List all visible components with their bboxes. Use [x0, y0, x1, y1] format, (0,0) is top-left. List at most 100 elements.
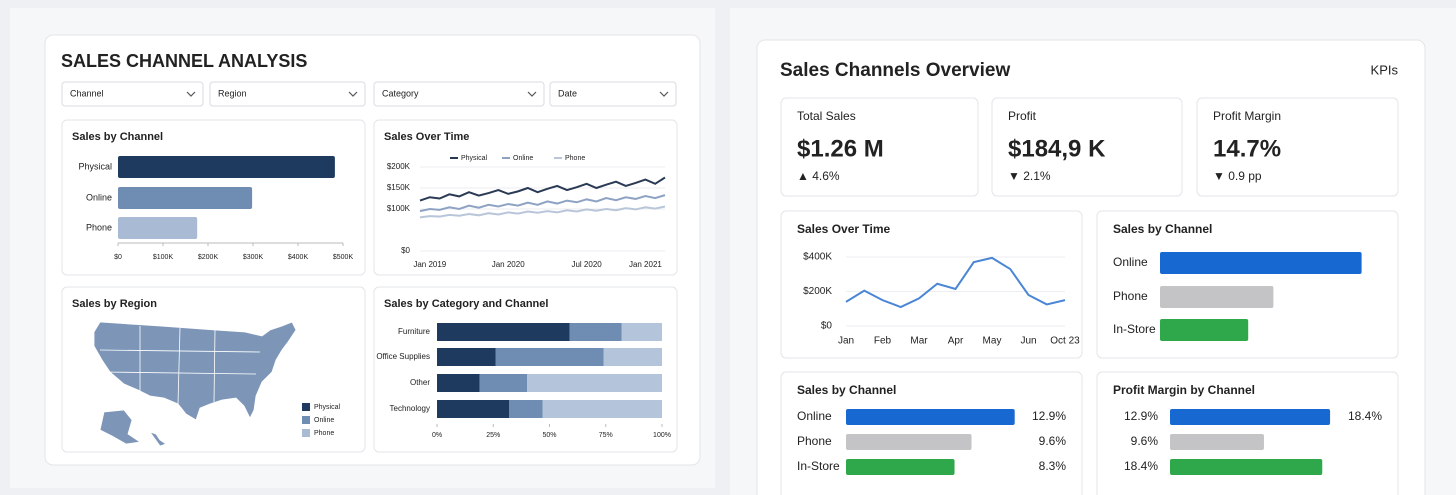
chevron — [348, 91, 358, 97]
legend-label: Online — [314, 417, 334, 424]
dropdown-label: Channel — [70, 88, 104, 98]
kpi-label: Total Sales — [797, 109, 856, 123]
category-label: Online — [1113, 255, 1148, 269]
bar-segment — [569, 323, 622, 341]
x-tick-label: Oct 23 — [1050, 336, 1080, 347]
dropdown[interactable] — [61, 81, 204, 107]
value-label: 9.6% — [1039, 434, 1067, 448]
y-tick-label: $100K — [387, 204, 411, 213]
chart-title: Sales by Channel — [797, 383, 896, 397]
bar — [118, 187, 253, 209]
bar — [1160, 252, 1362, 274]
bar-segment — [479, 374, 527, 392]
category-label: Furniture — [398, 327, 431, 336]
value-label: 18.4% — [1348, 409, 1382, 423]
bar — [1170, 409, 1331, 425]
x-tick-label: 50% — [542, 432, 556, 439]
state-lines — [99, 326, 261, 405]
dropdown[interactable] — [373, 81, 545, 107]
chart-title: Profit Margin by Channel — [1113, 383, 1255, 397]
x-tick-label: 25% — [486, 432, 500, 439]
bar — [118, 156, 335, 178]
dropdown-label: Category — [382, 88, 419, 98]
x-tick-label: 100% — [653, 432, 671, 439]
bar-segment — [542, 400, 662, 418]
category-label: Phone — [86, 222, 112, 232]
dashboard-title: Sales Channels Overview — [780, 60, 1010, 81]
kpi-change: ▼ 0.9 pp — [1213, 169, 1262, 183]
category-label: Other — [410, 378, 430, 387]
bar-segment — [437, 400, 509, 418]
x-tick-label: $100K — [153, 254, 174, 261]
chevron — [186, 91, 196, 97]
category-label: 18.4% — [1124, 459, 1158, 473]
dropdown[interactable] — [209, 81, 366, 107]
line — [845, 256, 1066, 309]
kpi-change: ▲ 4.6% — [797, 169, 840, 183]
bar-segment — [509, 400, 543, 418]
x-tick-label: $200K — [198, 254, 219, 261]
panel — [373, 286, 678, 453]
bar — [1160, 286, 1274, 308]
bar — [846, 459, 955, 475]
value-label: 12.9% — [1032, 409, 1066, 423]
y-tick-label: $200K — [803, 286, 832, 297]
chart-title: Sales Over Time — [797, 222, 890, 236]
x-tick-label: Jun — [1020, 336, 1036, 347]
legend-label: Physical — [314, 404, 341, 411]
bar — [1170, 434, 1264, 450]
panel — [780, 210, 1083, 359]
chart-title: Sales by Channel — [1113, 222, 1212, 236]
contiguous-states — [93, 321, 297, 421]
bar-segment — [437, 374, 480, 392]
legend-swatch — [302, 416, 310, 424]
chart-title: Sales by Category and Channel — [384, 298, 548, 310]
tab[interactable]: KPIs — [1371, 62, 1399, 77]
bar — [1160, 319, 1249, 341]
bar-segment — [527, 374, 662, 392]
category-label: Online — [797, 409, 832, 423]
legend-label: Phone — [314, 430, 334, 437]
category-label: Physical — [78, 161, 112, 171]
legend-label: Phone — [565, 155, 585, 162]
bar — [846, 409, 1015, 425]
bar-segment — [437, 348, 496, 366]
chevron — [659, 91, 669, 97]
dashboard-title: SALES CHANNEL ANALYSIS — [61, 51, 307, 71]
bar-segment — [495, 348, 604, 366]
x-tick-label: Jan 2021 — [629, 260, 662, 269]
bar-segment — [603, 348, 662, 366]
panel — [373, 119, 678, 276]
category-label: Phone — [1113, 289, 1148, 303]
category-label: Phone — [797, 434, 832, 448]
x-tick-label: Jan — [838, 336, 854, 347]
us-map — [93, 321, 297, 447]
kpi-label: Profit Margin — [1213, 109, 1281, 123]
x-tick-label: Jul 2020 — [571, 260, 602, 269]
x-tick-label: Mar — [910, 336, 928, 347]
value-label: 8.3% — [1039, 459, 1067, 473]
kpi-change: ▼ 2.1% — [1008, 169, 1051, 183]
dropdown[interactable] — [549, 81, 677, 107]
line — [419, 176, 666, 202]
category-label: In-Store — [1113, 322, 1156, 336]
bar-segment — [437, 323, 570, 341]
legend-label: Online — [513, 155, 533, 162]
x-tick-label: 0% — [432, 432, 442, 439]
line — [419, 194, 666, 213]
bar — [1170, 459, 1323, 475]
kpi-card — [780, 97, 979, 197]
chart-title: Sales by Region — [72, 298, 157, 310]
legend-swatch — [302, 429, 310, 437]
x-tick-label: $300K — [243, 254, 264, 261]
category-label: 9.6% — [1131, 434, 1159, 448]
chart-title: Sales by Channel — [72, 131, 163, 143]
x-tick-label: 75% — [599, 432, 613, 439]
x-tick-label: $500K — [333, 254, 354, 261]
chevron — [527, 91, 537, 97]
dropdown-label: Region — [218, 88, 247, 98]
x-tick-label: Jan 2019 — [413, 260, 446, 269]
x-tick-label: Apr — [948, 336, 964, 347]
